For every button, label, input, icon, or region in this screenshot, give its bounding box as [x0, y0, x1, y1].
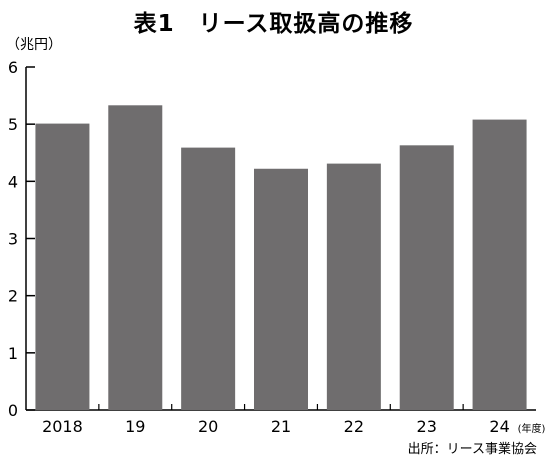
x-tick-label: 22 — [344, 417, 364, 436]
y-tick-label: 2 — [8, 287, 18, 306]
x-tick-label: 23 — [417, 417, 437, 436]
y-tick-label: 5 — [8, 115, 18, 134]
y-tick-label: 6 — [8, 58, 18, 77]
chart-title: 表1 リース取扱高の推移 — [133, 11, 414, 37]
bar-24 — [472, 119, 527, 411]
bar-20 — [181, 147, 236, 411]
y-axis-unit-label: （兆円） — [6, 37, 62, 53]
bar-22 — [326, 163, 381, 410]
bar-21 — [254, 168, 308, 410]
bar-23 — [399, 145, 454, 410]
bar-19 — [108, 105, 163, 410]
y-tick-label: 0 — [8, 401, 18, 420]
fiscal-year-suffix: (年度) — [518, 422, 546, 435]
x-tick-label: 24 — [489, 417, 509, 436]
source-note: 出所：リース事業協会 — [407, 442, 537, 457]
y-tick-label: 3 — [8, 230, 18, 249]
x-tick-label: 21 — [271, 417, 291, 436]
bar-2018 — [35, 123, 90, 410]
y-tick-label: 1 — [8, 344, 18, 363]
x-tick-label: 2018 — [42, 417, 83, 436]
x-tick-label: 19 — [125, 417, 145, 436]
y-tick-label: 4 — [8, 172, 18, 191]
x-tick-label: 20 — [198, 417, 218, 436]
